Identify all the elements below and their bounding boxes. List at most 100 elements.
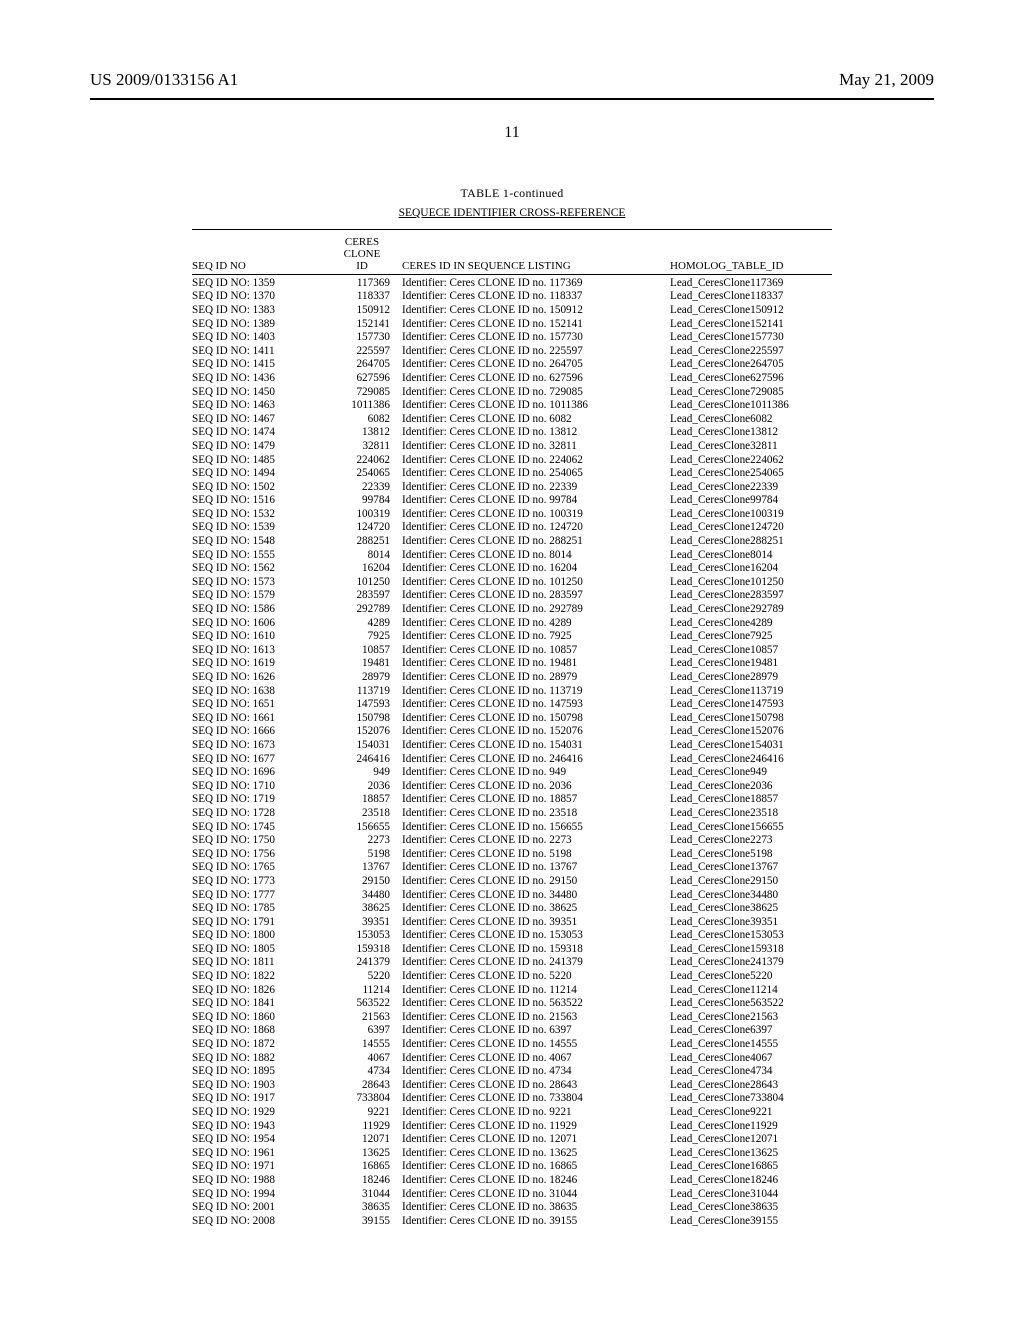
table-cell: SEQ ID NO: 1638 xyxy=(192,684,328,698)
table-cell: 38625 xyxy=(328,901,402,915)
table-cell: Lead_CeresClone729085 xyxy=(670,385,832,399)
table-cell: Identifier: Ceres CLONE ID no. 949 xyxy=(402,765,670,779)
table-row: SEQ ID NO: 1579283597Identifier: Ceres C… xyxy=(192,589,832,603)
table-cell: 154031 xyxy=(328,738,402,752)
table-cell: SEQ ID NO: 1805 xyxy=(192,942,328,956)
table-cell: 4067 xyxy=(328,1051,402,1065)
table-cell: Identifier: Ceres CLONE ID no. 254065 xyxy=(402,466,670,480)
table-cell: SEQ ID NO: 1415 xyxy=(192,358,328,372)
table-cell: Lead_CeresClone2036 xyxy=(670,779,832,793)
table-cell: 225597 xyxy=(328,344,402,358)
table-cell: 118337 xyxy=(328,290,402,304)
table-row: SEQ ID NO: 1586292789Identifier: Ceres C… xyxy=(192,602,832,616)
table-cell: Lead_CeresClone101250 xyxy=(670,575,832,589)
table-cell: Identifier: Ceres CLONE ID no. 18857 xyxy=(402,793,670,807)
table-cell: 241379 xyxy=(328,956,402,970)
table-cell: Lead_CeresClone21563 xyxy=(670,1010,832,1024)
table-cell: SEQ ID NO: 1988 xyxy=(192,1173,328,1187)
table-cell: Identifier: Ceres CLONE ID no. 4289 xyxy=(402,616,670,630)
table-cell: 101250 xyxy=(328,575,402,589)
table-cell: Lead_CeresClone1011386 xyxy=(670,398,832,412)
table-cell: Lead_CeresClone11214 xyxy=(670,983,832,997)
table-cell: Lead_CeresClone150912 xyxy=(670,303,832,317)
cross-reference-table: SEQ ID NO CERES CLONE ID CERES ID IN SEQ… xyxy=(192,229,832,1228)
page-header: US 2009/0133156 A1 May 21, 2009 xyxy=(90,70,934,90)
table-cell: Identifier: Ceres CLONE ID no. 5198 xyxy=(402,847,670,861)
table-cell: 6082 xyxy=(328,412,402,426)
table-row: SEQ ID NO: 194311929Identifier: Ceres CL… xyxy=(192,1119,832,1133)
table-row: SEQ ID NO: 17102036Identifier: Ceres CLO… xyxy=(192,779,832,793)
table-cell: Lead_CeresClone13625 xyxy=(670,1146,832,1160)
table-row: SEQ ID NO: 187214555Identifier: Ceres CL… xyxy=(192,1037,832,1051)
table-cell: Lead_CeresClone19481 xyxy=(670,657,832,671)
table-cell: Lead_CeresClone100319 xyxy=(670,507,832,521)
table-cell: Identifier: Ceres CLONE ID no. 627596 xyxy=(402,371,670,385)
table-cell: SEQ ID NO: 1586 xyxy=(192,602,328,616)
table-cell: SEQ ID NO: 1773 xyxy=(192,874,328,888)
table-cell: 627596 xyxy=(328,371,402,385)
table-cell: Lead_CeresClone153053 xyxy=(670,929,832,943)
table-cell: Lead_CeresClone292789 xyxy=(670,602,832,616)
table-container: TABLE 1-continued SEQUECE IDENTIFIER CRO… xyxy=(192,186,832,1228)
table-cell: Identifier: Ceres CLONE ID no. 224062 xyxy=(402,453,670,467)
table-cell: 13767 xyxy=(328,861,402,875)
table-row: SEQ ID NO: 17502273Identifier: Ceres CLO… xyxy=(192,833,832,847)
table-cell: SEQ ID NO: 1494 xyxy=(192,466,328,480)
table-cell: SEQ ID NO: 1800 xyxy=(192,929,328,943)
table-cell: Lead_CeresClone6397 xyxy=(670,1024,832,1038)
table-cell: SEQ ID NO: 1555 xyxy=(192,548,328,562)
table-cell: Identifier: Ceres CLONE ID no. 13625 xyxy=(402,1146,670,1160)
table-cell: Lead_CeresClone29150 xyxy=(670,874,832,888)
table-cell: 28643 xyxy=(328,1078,402,1092)
table-cell: Identifier: Ceres CLONE ID no. 292789 xyxy=(402,602,670,616)
table-cell: Identifier: Ceres CLONE ID no. 14555 xyxy=(402,1037,670,1051)
table-cell: 152141 xyxy=(328,317,402,331)
table-cell: 13812 xyxy=(328,426,402,440)
table-cell: SEQ ID NO: 1626 xyxy=(192,670,328,684)
table-cell: SEQ ID NO: 1917 xyxy=(192,1092,328,1106)
table-cell: Identifier: Ceres CLONE ID no. 4067 xyxy=(402,1051,670,1065)
table-cell: SEQ ID NO: 1677 xyxy=(192,752,328,766)
table-cell: 292789 xyxy=(328,602,402,616)
table-row: SEQ ID NO: 161310857Identifier: Ceres CL… xyxy=(192,643,832,657)
table-cell: SEQ ID NO: 1860 xyxy=(192,1010,328,1024)
table-cell: SEQ ID NO: 1562 xyxy=(192,561,328,575)
table-cell: 18857 xyxy=(328,793,402,807)
table-cell: 12071 xyxy=(328,1132,402,1146)
table-row: SEQ ID NO: 1415264705Identifier: Ceres C… xyxy=(192,358,832,372)
table-cell: SEQ ID NO: 1606 xyxy=(192,616,328,630)
table-cell: SEQ ID NO: 1613 xyxy=(192,643,328,657)
table-cell: 100319 xyxy=(328,507,402,521)
column-header-homolog: HOMOLOG_TABLE_ID xyxy=(670,232,832,275)
table-cell: Lead_CeresClone264705 xyxy=(670,358,832,372)
table-cell: SEQ ID NO: 1383 xyxy=(192,303,328,317)
table-row: SEQ ID NO: 177329150Identifier: Ceres CL… xyxy=(192,874,832,888)
table-cell: Lead_CeresClone152076 xyxy=(670,725,832,739)
table-row: SEQ ID NO: 147413812Identifier: Ceres CL… xyxy=(192,426,832,440)
table-cell: Lead_CeresClone152141 xyxy=(670,317,832,331)
column-header-ceres-clone-id: CERES CLONE ID xyxy=(328,232,402,275)
table-cell: 31044 xyxy=(328,1187,402,1201)
table-cell: 4289 xyxy=(328,616,402,630)
table-cell: Identifier: Ceres CLONE ID no. 99784 xyxy=(402,494,670,508)
table-cell: Identifier: Ceres CLONE ID no. 733804 xyxy=(402,1092,670,1106)
publication-date: May 21, 2009 xyxy=(839,70,934,90)
table-cell: 283597 xyxy=(328,589,402,603)
table-cell: 7925 xyxy=(328,629,402,643)
table-cell: Identifier: Ceres CLONE ID no. 241379 xyxy=(402,956,670,970)
table-cell: Identifier: Ceres CLONE ID no. 19481 xyxy=(402,657,670,671)
table-cell: Lead_CeresClone147593 xyxy=(670,697,832,711)
table-cell: 22339 xyxy=(328,480,402,494)
table-cell: Identifier: Ceres CLONE ID no. 264705 xyxy=(402,358,670,372)
table-cell: SEQ ID NO: 2001 xyxy=(192,1200,328,1214)
table-cell: 16865 xyxy=(328,1160,402,1174)
table-cell: Lead_CeresClone31044 xyxy=(670,1187,832,1201)
table-cell: Lead_CeresClone254065 xyxy=(670,466,832,480)
table-cell: SEQ ID NO: 1826 xyxy=(192,983,328,997)
table-cell: 949 xyxy=(328,765,402,779)
table-cell: Identifier: Ceres CLONE ID no. 152076 xyxy=(402,725,670,739)
table-cell: 117369 xyxy=(328,276,402,290)
table-cell: Identifier: Ceres CLONE ID no. 159318 xyxy=(402,942,670,956)
table-cell: Lead_CeresClone5220 xyxy=(670,969,832,983)
table-row: SEQ ID NO: 1841563522Identifier: Ceres C… xyxy=(192,996,832,1010)
